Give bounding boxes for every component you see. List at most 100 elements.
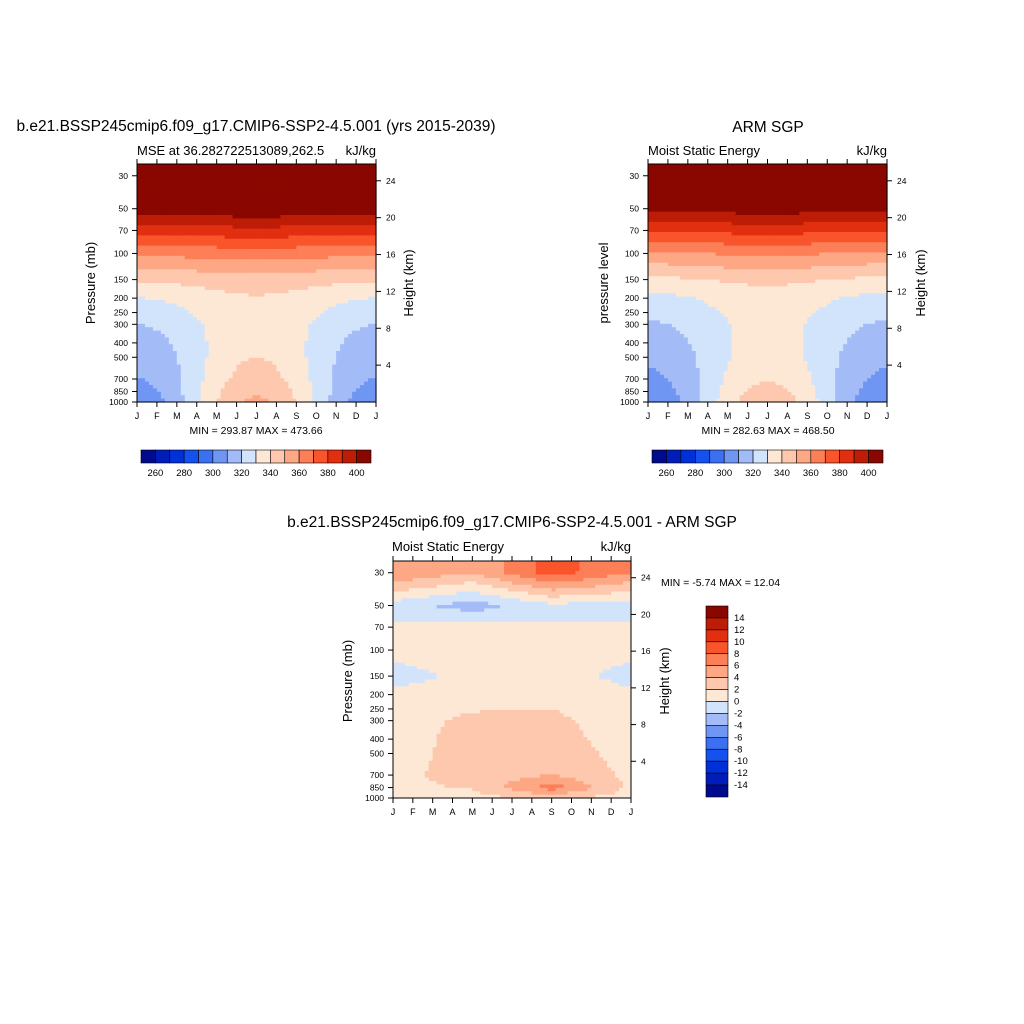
heatmap-cell (292, 235, 297, 240)
heatmap-cell (148, 255, 154, 260)
heatmap-cell (679, 167, 685, 172)
heatmap-cell (156, 289, 162, 294)
heatmap-cell (667, 374, 673, 379)
heatmap-cell (244, 191, 250, 196)
heatmap-cell (368, 242, 373, 247)
heatmap-cell (683, 327, 689, 332)
heatmap-cell (248, 177, 254, 182)
heatmap-cell (140, 351, 146, 355)
heatmap-cell (212, 296, 218, 301)
heatmap-cell (352, 225, 357, 230)
heatmap-cell (160, 313, 166, 318)
heatmap-cell (196, 187, 202, 192)
heatmap-cell (308, 181, 313, 185)
heatmap-cell (212, 364, 218, 369)
heatmap-cell (340, 317, 345, 321)
heatmap-cell (156, 259, 162, 264)
heatmap-cell (272, 184, 278, 189)
heatmap-cell (156, 344, 162, 349)
heatmap-cell (148, 167, 154, 172)
heatmap-cell (360, 215, 365, 219)
heatmap-cell (679, 283, 685, 287)
heatmap-cell (248, 303, 254, 308)
heatmap-cell (228, 218, 234, 223)
heatmap-cell (679, 317, 685, 321)
heatmap-cell (675, 289, 681, 294)
heatmap-cell (137, 259, 142, 264)
heatmap-cell (200, 249, 206, 253)
heatmap-cell (180, 252, 186, 257)
heatmap-cell (336, 218, 341, 223)
heatmap-cell (316, 259, 321, 264)
heatmap-cell (372, 191, 377, 196)
heatmap-cell (348, 232, 353, 236)
heatmap-cell (172, 249, 178, 253)
heatmap-cell (248, 187, 254, 192)
heatmap-cell (268, 208, 274, 213)
heatmap-cell (683, 245, 689, 250)
heatmap-cell (220, 177, 226, 182)
heatmap-cell (296, 215, 301, 219)
heatmap-cell (336, 354, 341, 359)
heatmap-cell (340, 289, 345, 294)
heatmap-cell (296, 174, 301, 179)
heatmap-cell (216, 232, 222, 236)
heatmap-cell (655, 238, 661, 243)
heatmap-cell (671, 181, 677, 185)
heatmap-cell (244, 262, 250, 267)
heatmap-cell (648, 368, 653, 372)
heatmap-cell (204, 201, 210, 206)
heatmap-cell (671, 323, 677, 328)
heatmap-cell (304, 374, 309, 379)
heatmap-cell (152, 218, 158, 223)
heatmap-cell (204, 313, 210, 318)
heatmap-cell (288, 364, 293, 369)
heatmap-cell (332, 262, 337, 267)
heatmap-cell (659, 181, 665, 185)
heatmap-cell (172, 286, 178, 291)
heatmap-cell (328, 218, 333, 223)
heatmap-cell (368, 177, 373, 182)
heatmap-cell (216, 211, 222, 216)
heatmap-cell (284, 211, 289, 216)
heatmap-cell (312, 218, 317, 223)
heatmap-cell (316, 300, 321, 304)
heatmap-cell (648, 279, 653, 284)
heatmap-cell (188, 354, 194, 359)
heatmap-cell (292, 259, 297, 264)
heatmap-cell (248, 300, 254, 304)
heatmap-cell (156, 340, 162, 345)
heatmap-cell (675, 235, 681, 240)
heatmap-cell (200, 391, 206, 396)
heatmap-cell (192, 289, 198, 294)
obs-units: kJ/kg (857, 143, 887, 158)
heatmap-cell (232, 225, 238, 230)
heatmap-cell (300, 252, 305, 257)
heatmap-cell (651, 340, 657, 345)
heatmap-cell (244, 181, 250, 185)
heatmap-cell (156, 385, 162, 389)
heatmap-cell (212, 340, 218, 345)
heatmap-cell (336, 184, 341, 189)
heatmap-cell (360, 317, 365, 321)
heatmap-cell (164, 170, 170, 175)
heatmap-cell (252, 181, 258, 185)
heatmap-cell (264, 395, 270, 400)
heatmap-cell (288, 357, 293, 362)
heatmap-cell (140, 174, 146, 179)
heatmap-cell (264, 368, 270, 372)
heatmap-cell (224, 174, 230, 179)
heatmap-cell (372, 323, 377, 328)
heatmap-cell (296, 364, 301, 369)
heatmap-cell (200, 211, 206, 216)
heatmap-cell (288, 187, 293, 192)
heatmap-cell (292, 218, 297, 223)
heatmap-cell (300, 279, 305, 284)
heatmap-cell (236, 249, 242, 253)
heatmap-cell (256, 279, 262, 284)
heatmap-cell (300, 303, 305, 308)
heatmap-cell (328, 167, 333, 172)
heatmap-cell (140, 228, 146, 233)
heatmap-cell (368, 286, 373, 291)
heatmap-cell (148, 300, 154, 304)
